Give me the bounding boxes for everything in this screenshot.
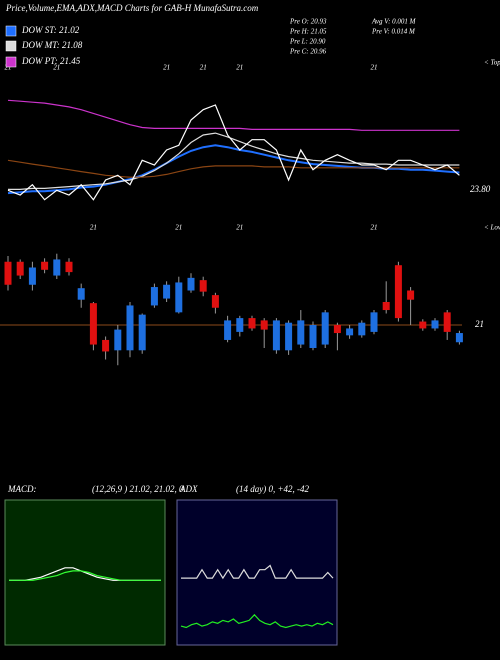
- series-line: [7, 99, 460, 131]
- candle-body: [138, 314, 146, 351]
- candle-body: [260, 320, 268, 330]
- candle-body: [199, 280, 207, 292]
- candle-body: [77, 288, 85, 300]
- legend-swatch: [5, 56, 17, 68]
- x-tick-label: 21: [175, 224, 182, 232]
- candle-body: [394, 265, 402, 319]
- candle-body: [455, 333, 463, 343]
- candle-body: [370, 312, 378, 332]
- candle-body: [187, 277, 195, 291]
- x-tick-label: 21: [163, 64, 170, 72]
- adx-title: ADX: [179, 484, 198, 494]
- candle-body: [407, 290, 415, 300]
- candle-body: [431, 320, 439, 329]
- candle-body: [102, 339, 110, 352]
- candle-body: [333, 325, 341, 334]
- candle-body: [285, 322, 293, 351]
- candle-body: [419, 321, 427, 329]
- info-text: Avg V: 0.001 M: [371, 18, 417, 26]
- x-tick-label: 21: [200, 64, 207, 72]
- candle-body: [236, 318, 244, 332]
- x-tick-label: 21: [371, 64, 378, 72]
- candle-body: [65, 261, 73, 273]
- candle-body: [358, 322, 366, 336]
- info-text: Pre O: 20.93: [289, 18, 327, 26]
- legend-swatch: [5, 25, 17, 37]
- adx-panel: [176, 499, 338, 646]
- candle-body: [16, 261, 24, 276]
- annotation: < Lows: [484, 224, 500, 232]
- candle-body: [321, 312, 329, 345]
- macd-title: MACD:: [7, 484, 37, 494]
- annotation: < Tops: [484, 59, 500, 67]
- candle-body: [297, 320, 305, 345]
- x-tick-label: 21: [371, 224, 378, 232]
- x-tick-label: 21: [5, 64, 12, 72]
- info-text: Pre V: 0.014 M: [371, 28, 416, 36]
- legend-label: DOW MT: 21.08: [21, 40, 83, 50]
- annotation: 23.80: [470, 184, 491, 194]
- candle-body: [211, 295, 219, 308]
- candle-body: [150, 287, 158, 306]
- candle-body: [346, 328, 354, 336]
- macd-subtitle: (12,26,9 ) 21.02, 21.02, 0: [92, 484, 184, 494]
- series-line: [180, 613, 334, 629]
- x-tick-label: 21: [90, 224, 97, 232]
- y-tick-label: 21: [475, 319, 484, 329]
- candle-body: [272, 320, 280, 351]
- chart-title: Price,Volume,EMA,ADX,MACD Charts for GAB…: [5, 3, 259, 13]
- candle-body: [224, 320, 232, 340]
- series-line: [181, 564, 334, 580]
- info-text: Pre H: 21.05: [289, 28, 327, 36]
- x-tick-label: 21: [236, 64, 243, 72]
- series-line: [7, 159, 460, 178]
- series-line: [9, 570, 161, 581]
- candle-body: [41, 261, 49, 270]
- candle-body: [114, 329, 122, 351]
- candle-body: [248, 318, 256, 329]
- candle-body: [443, 312, 451, 332]
- series-line: [7, 104, 460, 201]
- info-text: Pre C: 20.96: [289, 48, 327, 56]
- candle-body: [309, 325, 317, 348]
- candle-body: [126, 305, 134, 351]
- series-line: [8, 132, 460, 190]
- info-text: Pre L: 20.90: [289, 38, 326, 46]
- candle-body: [4, 261, 12, 285]
- candle-body: [175, 282, 183, 313]
- candle-body: [28, 267, 36, 285]
- candle-body: [89, 303, 97, 345]
- x-tick-label: 21: [53, 64, 60, 72]
- x-tick-label: 21: [236, 224, 243, 232]
- legend-label: DOW ST: 21.02: [21, 25, 80, 35]
- legend-swatch: [5, 40, 17, 52]
- candle-body: [163, 284, 171, 299]
- candle-body: [382, 302, 390, 311]
- legend-label: DOW PT: 21.45: [21, 56, 81, 66]
- adx-subtitle: (14 day) 0, +42, -42: [236, 484, 310, 494]
- candle-body: [53, 259, 61, 276]
